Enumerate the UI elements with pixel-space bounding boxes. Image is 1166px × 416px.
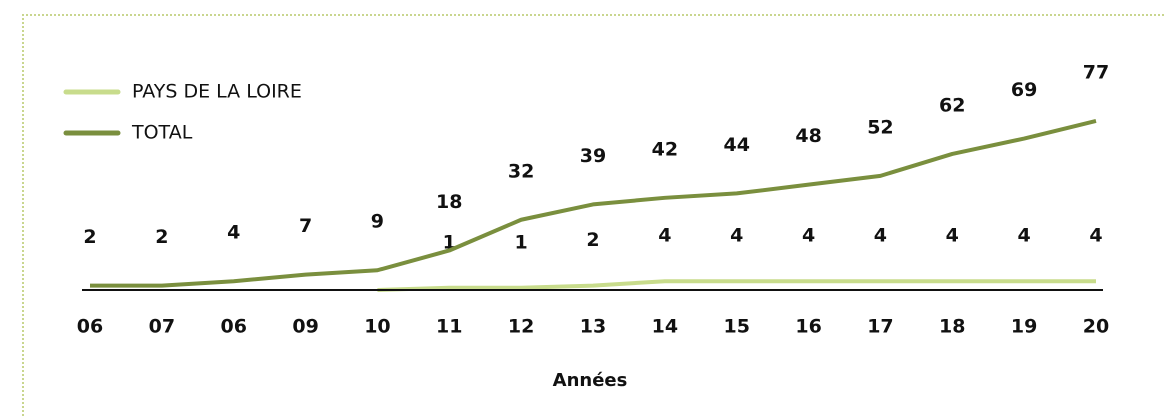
data-label: 52 <box>867 116 893 138</box>
x-tick-label: 20 <box>1083 316 1109 338</box>
data-label: 4 <box>1089 225 1102 247</box>
data-label: 48 <box>795 125 821 147</box>
data-label: 62 <box>939 94 965 116</box>
page: {"chart_data": {"type": "line", "xlabel"… <box>22 14 1166 416</box>
data-label: 4 <box>227 222 240 244</box>
x-tick-label: 11 <box>436 316 462 338</box>
x-tick-label: 13 <box>580 316 606 338</box>
data-label: 44 <box>723 134 749 156</box>
x-tick-label: 09 <box>292 316 318 338</box>
data-label: 1 <box>515 231 528 253</box>
legend-label: PAYS DE LA LOIRE <box>132 81 302 103</box>
series-line <box>377 279 1096 292</box>
x-tick-label: 12 <box>508 316 534 338</box>
data-label: 4 <box>946 225 959 247</box>
data-label: 18 <box>436 191 462 213</box>
x-tick-label: 18 <box>939 316 965 338</box>
x-axis-label: Années <box>553 370 628 391</box>
x-tick-label: 06 <box>220 316 246 338</box>
data-label: 4 <box>730 225 743 247</box>
data-label: 32 <box>508 160 534 182</box>
x-tick-label: 10 <box>364 316 390 338</box>
data-label: 2 <box>586 229 599 251</box>
data-label: 77 <box>1083 61 1109 83</box>
data-label: 42 <box>652 138 678 160</box>
data-label: 2 <box>155 226 168 248</box>
data-label: 4 <box>1018 225 1031 247</box>
data-label: 9 <box>371 211 384 233</box>
data-label: 69 <box>1011 79 1037 101</box>
x-tick-label: 16 <box>795 316 821 338</box>
x-tick-label: 15 <box>723 316 749 338</box>
data-label: 39 <box>580 145 606 167</box>
x-tick-label: 06 <box>77 316 103 338</box>
data-label: 7 <box>299 215 312 237</box>
data-label: 4 <box>802 225 815 247</box>
frame <box>22 14 1166 416</box>
data-label: 4 <box>874 225 887 247</box>
chart: Années 06 07 06 09 10 11 12 13 14 15 16 17 18 19 201 1 2… <box>63 61 1109 391</box>
data-label: 2 <box>83 226 96 248</box>
legend-label: TOTAL <box>131 122 193 144</box>
x-tick-label: 19 <box>1011 316 1037 338</box>
x-tick-label: 07 <box>149 316 175 338</box>
x-tick-label: 14 <box>652 316 678 338</box>
x-tick-label: 17 <box>867 316 893 338</box>
series-line <box>90 119 1097 288</box>
data-label: 4 <box>658 225 671 247</box>
